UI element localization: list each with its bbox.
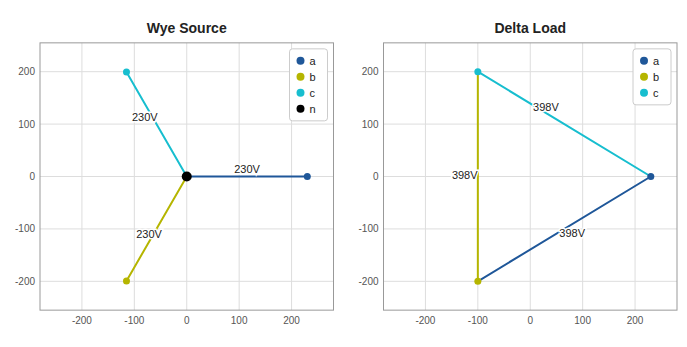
legend: abc	[633, 49, 671, 105]
tick-label: 100	[231, 315, 248, 326]
grid-line	[384, 176, 678, 177]
legend-label: b	[653, 71, 659, 83]
tick-label: 0	[373, 171, 379, 182]
tick-label: 100	[362, 119, 379, 130]
phasor-line	[478, 72, 651, 177]
tick-label: -200	[72, 315, 92, 326]
panel: Wye Source -200 -100 0 100 200 -200 -100 0 100 200…	[15, 20, 334, 326]
marks	[474, 68, 654, 285]
grid-line	[384, 124, 678, 125]
grid-line	[40, 228, 334, 229]
legend-swatch	[640, 73, 648, 81]
legend-label: n	[310, 103, 316, 115]
legend-swatch	[297, 105, 305, 113]
phasor-line	[478, 177, 651, 282]
grid-line	[384, 228, 678, 229]
tick-label: 100	[574, 315, 591, 326]
tick-label: 100	[18, 119, 35, 130]
tick-label: -100	[468, 315, 488, 326]
legend-label: a	[653, 55, 660, 67]
grid-line	[384, 281, 678, 282]
point	[182, 172, 192, 182]
tick-label: 200	[627, 315, 644, 326]
tick-label: -100	[15, 223, 35, 234]
grid	[384, 43, 678, 310]
phasor-line	[187, 176, 308, 178]
tick-label: 0	[29, 171, 35, 182]
title: Delta Load	[494, 20, 566, 36]
point	[123, 69, 130, 76]
point	[647, 173, 654, 180]
legend-swatch	[297, 57, 305, 65]
tick-label: -200	[415, 315, 435, 326]
tick-label: -100	[124, 315, 144, 326]
annotation: 230V	[234, 163, 260, 175]
panel: Delta Load -200 -100 0 100 200 -200 -100 0 100 200…	[358, 20, 677, 326]
tick-label: 0	[527, 315, 533, 326]
figure: Wye Source -200 -100 0 100 200 -200 -100 0 100 200…	[0, 0, 687, 347]
tick-label: 200	[362, 66, 379, 77]
point	[474, 68, 481, 75]
phasor-line	[126, 72, 186, 176]
legend-swatch	[297, 73, 305, 81]
annotation: 230V	[136, 228, 162, 240]
marks	[123, 69, 311, 285]
plot-frame	[40, 43, 334, 310]
legend-label: b	[310, 71, 316, 83]
legend-box	[290, 49, 328, 121]
grid-line	[40, 124, 334, 125]
grid	[40, 43, 334, 310]
title: Wye Source	[147, 20, 227, 36]
legend-label: c	[310, 87, 316, 99]
plot-frame	[384, 43, 678, 310]
legend-swatch	[640, 57, 648, 65]
legend-box	[633, 49, 671, 105]
tick-label: -100	[358, 223, 378, 234]
annotation: 398V	[452, 169, 478, 181]
point	[304, 173, 311, 180]
legend-label: c	[653, 87, 659, 99]
tick-label: -200	[15, 276, 35, 287]
annotation: 398V	[559, 227, 585, 239]
legend: abcn	[290, 49, 328, 121]
legend-label: a	[310, 55, 317, 67]
point	[474, 278, 481, 285]
annotation: 230V	[132, 111, 158, 123]
tick-label: 200	[18, 66, 35, 77]
tick-label: -200	[358, 276, 378, 287]
grid-line	[40, 281, 334, 282]
phasor-line	[126, 177, 186, 281]
point	[123, 277, 130, 284]
tick-label: 200	[283, 315, 300, 326]
legend-swatch	[640, 89, 648, 97]
annotation: 398V	[533, 101, 559, 113]
tick-label: 0	[184, 315, 190, 326]
legend-swatch	[297, 89, 305, 97]
